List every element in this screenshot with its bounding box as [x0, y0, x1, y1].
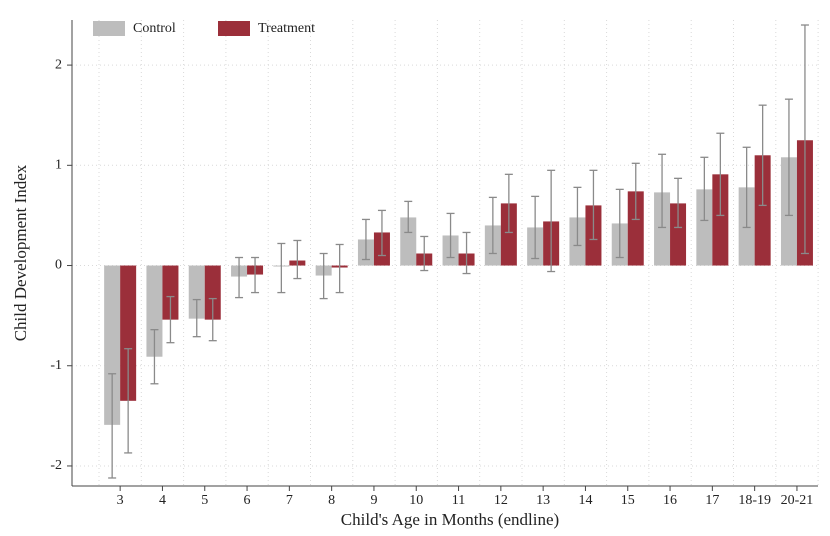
bar — [696, 189, 713, 266]
error-bar — [361, 218, 370, 261]
error-bar — [674, 177, 683, 229]
bar — [146, 265, 163, 357]
error-bar — [335, 243, 344, 294]
x-tick-label: 18-19 — [738, 493, 771, 508]
error-bar — [166, 295, 175, 344]
error-bar — [208, 297, 217, 342]
error-bar — [420, 235, 429, 272]
error-bar — [504, 173, 513, 234]
bar — [627, 191, 644, 266]
x-tick-label: 16 — [663, 493, 677, 508]
legend-label: Control — [133, 21, 176, 36]
x-tick-label: 5 — [201, 493, 208, 508]
error-bar — [277, 242, 286, 294]
x-tick-label: 4 — [159, 493, 166, 508]
error-bar — [742, 146, 751, 229]
legend-swatch — [218, 21, 250, 36]
bar — [120, 265, 137, 401]
error-bar — [800, 24, 809, 255]
bar — [670, 203, 687, 266]
error-bar — [377, 209, 386, 257]
y-tick-label: 1 — [55, 158, 62, 173]
x-tick-label: 11 — [452, 493, 465, 508]
error-bar — [615, 188, 624, 259]
error-bar — [547, 169, 556, 273]
x-tick-label: 17 — [705, 493, 719, 508]
error-bar — [589, 169, 598, 241]
x-tick-label: 15 — [621, 493, 635, 508]
bar — [500, 203, 517, 266]
y-tick-label: 2 — [55, 57, 62, 72]
x-tick-label: 9 — [370, 493, 377, 508]
error-bar — [784, 98, 793, 217]
error-bar — [631, 162, 640, 221]
x-tick-label: 6 — [244, 493, 251, 508]
error-bar — [573, 186, 582, 247]
error-bar — [293, 239, 302, 280]
error-bar — [700, 156, 709, 222]
error-bar — [758, 104, 767, 207]
error-bar — [150, 329, 159, 385]
y-tick-label: -2 — [50, 458, 62, 473]
bar — [104, 265, 121, 425]
error-bar — [462, 231, 471, 275]
y-tick-label: -1 — [50, 358, 62, 373]
error-bar — [446, 212, 455, 259]
x-tick-label: 13 — [536, 493, 550, 508]
y-axis-label: Child Development Index — [11, 164, 30, 341]
x-tick-label: 20-21 — [781, 493, 814, 508]
error-bar — [192, 298, 201, 338]
error-bar — [108, 373, 117, 479]
error-bar — [319, 252, 328, 300]
bar — [754, 155, 771, 266]
error-bar — [531, 195, 540, 260]
bar — [188, 265, 205, 319]
bar — [712, 174, 729, 266]
error-bar — [404, 200, 413, 234]
error-bar — [251, 256, 260, 294]
error-bar — [716, 132, 725, 217]
x-tick-label: 10 — [409, 493, 423, 508]
x-tick-label: 7 — [286, 493, 293, 508]
bar — [162, 265, 179, 320]
error-bar — [488, 196, 497, 255]
bar — [204, 265, 221, 320]
legend-label: Treatment — [258, 21, 315, 36]
bar — [654, 192, 671, 266]
error-bar — [658, 153, 667, 229]
legend-swatch — [93, 21, 125, 36]
y-tick-label: 0 — [55, 258, 62, 273]
x-axis-label: Child's Age in Months (endline) — [341, 510, 559, 529]
x-tick-label: 3 — [117, 493, 124, 508]
x-tick-label: 12 — [494, 493, 508, 508]
error-bar — [235, 256, 244, 299]
error-bar — [124, 348, 133, 454]
x-tick-label: 8 — [328, 493, 335, 508]
bar — [400, 217, 417, 266]
x-tick-label: 14 — [578, 493, 592, 508]
